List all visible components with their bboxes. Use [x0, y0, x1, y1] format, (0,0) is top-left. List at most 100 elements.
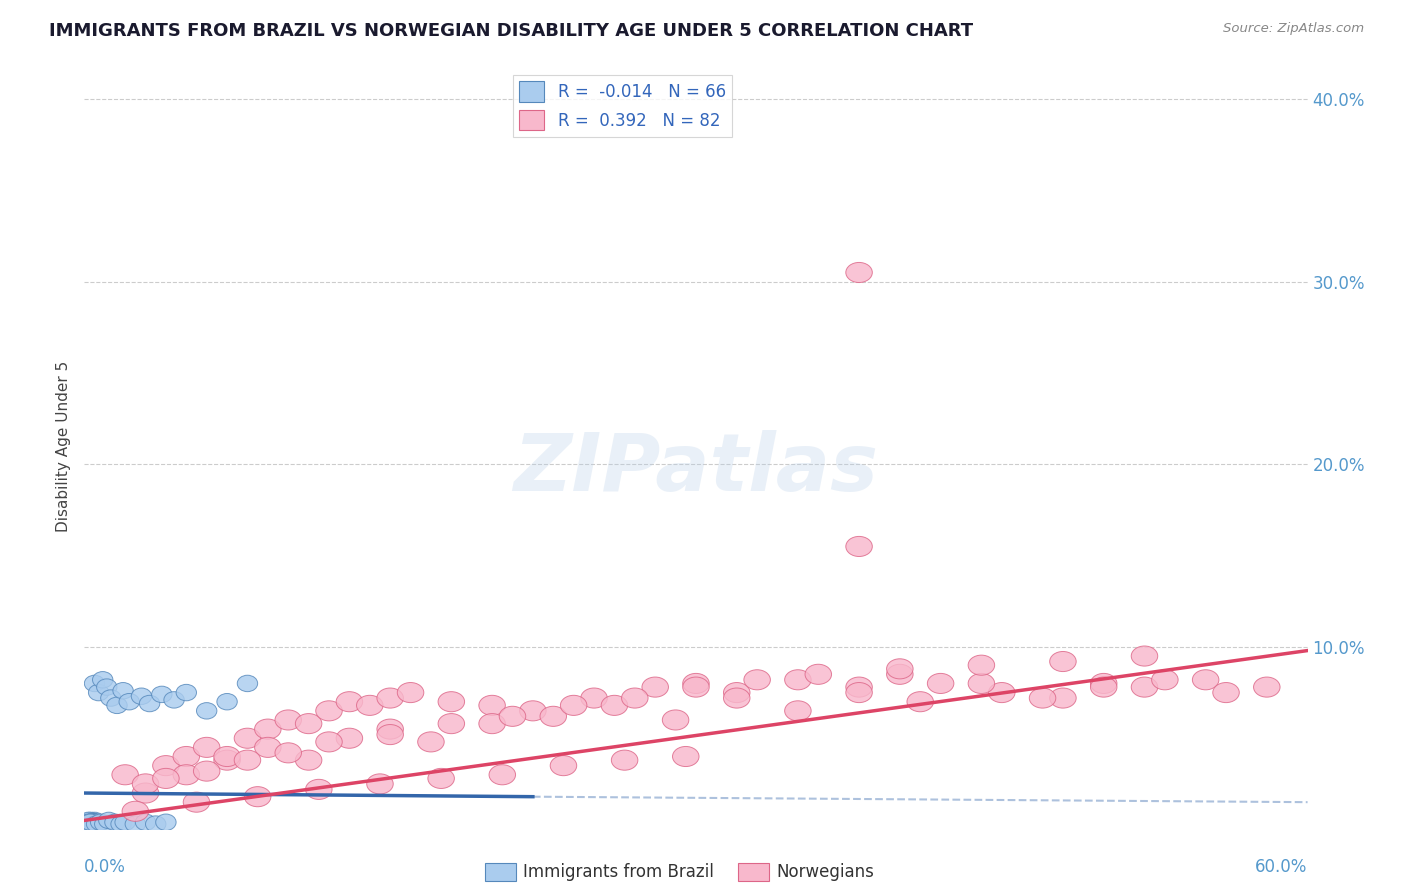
- Y-axis label: Disability Age Under 5: Disability Age Under 5: [56, 360, 72, 532]
- Ellipse shape: [846, 677, 872, 698]
- Ellipse shape: [1213, 682, 1239, 703]
- Ellipse shape: [214, 750, 240, 770]
- Ellipse shape: [581, 688, 607, 708]
- Ellipse shape: [427, 768, 454, 789]
- Ellipse shape: [1050, 688, 1076, 708]
- Ellipse shape: [336, 691, 363, 712]
- Ellipse shape: [84, 814, 104, 830]
- Ellipse shape: [254, 719, 281, 739]
- Ellipse shape: [90, 814, 111, 830]
- Ellipse shape: [83, 814, 103, 830]
- Ellipse shape: [120, 693, 139, 710]
- Text: Source: ZipAtlas.com: Source: ZipAtlas.com: [1223, 22, 1364, 36]
- Ellipse shape: [122, 801, 149, 822]
- Ellipse shape: [1152, 670, 1178, 690]
- Ellipse shape: [928, 673, 953, 693]
- Ellipse shape: [101, 690, 121, 706]
- Ellipse shape: [305, 780, 332, 799]
- Ellipse shape: [988, 682, 1015, 703]
- Ellipse shape: [602, 696, 627, 715]
- Ellipse shape: [93, 672, 112, 688]
- Ellipse shape: [1091, 673, 1116, 693]
- Ellipse shape: [561, 696, 586, 715]
- Ellipse shape: [79, 816, 98, 832]
- Ellipse shape: [214, 747, 240, 766]
- Ellipse shape: [276, 743, 301, 763]
- Ellipse shape: [80, 818, 101, 834]
- Ellipse shape: [276, 710, 301, 730]
- Ellipse shape: [662, 710, 689, 730]
- Ellipse shape: [183, 792, 209, 813]
- Ellipse shape: [683, 677, 709, 698]
- Ellipse shape: [84, 816, 104, 832]
- Ellipse shape: [86, 816, 107, 832]
- Ellipse shape: [105, 814, 125, 830]
- Ellipse shape: [238, 675, 257, 691]
- Ellipse shape: [83, 816, 103, 832]
- Ellipse shape: [80, 814, 101, 830]
- Ellipse shape: [111, 816, 131, 832]
- Ellipse shape: [80, 816, 101, 832]
- Ellipse shape: [173, 764, 200, 785]
- Ellipse shape: [80, 818, 101, 834]
- Ellipse shape: [377, 724, 404, 745]
- Ellipse shape: [153, 768, 179, 789]
- Ellipse shape: [152, 686, 172, 703]
- Ellipse shape: [612, 750, 638, 770]
- Ellipse shape: [316, 701, 342, 721]
- Ellipse shape: [540, 706, 567, 726]
- Ellipse shape: [83, 814, 103, 830]
- Ellipse shape: [131, 688, 152, 705]
- Ellipse shape: [1254, 677, 1279, 698]
- Ellipse shape: [672, 747, 699, 766]
- Ellipse shape: [295, 714, 322, 733]
- Ellipse shape: [969, 655, 994, 675]
- Ellipse shape: [80, 818, 101, 834]
- Ellipse shape: [744, 670, 770, 690]
- Ellipse shape: [89, 684, 108, 701]
- Ellipse shape: [1132, 646, 1157, 666]
- Legend: R =  -0.014   N = 66, R =  0.392   N = 82: R = -0.014 N = 66, R = 0.392 N = 82: [513, 75, 733, 137]
- Ellipse shape: [83, 816, 103, 832]
- Ellipse shape: [79, 816, 98, 832]
- Ellipse shape: [83, 816, 103, 832]
- Ellipse shape: [520, 701, 546, 721]
- Ellipse shape: [80, 814, 101, 830]
- Ellipse shape: [217, 693, 238, 710]
- Ellipse shape: [112, 764, 138, 785]
- Ellipse shape: [97, 679, 117, 696]
- Text: 60.0%: 60.0%: [1256, 858, 1308, 876]
- Ellipse shape: [132, 783, 159, 803]
- Ellipse shape: [83, 816, 103, 832]
- Ellipse shape: [86, 816, 107, 832]
- Ellipse shape: [194, 738, 219, 757]
- Ellipse shape: [80, 814, 101, 830]
- Ellipse shape: [98, 813, 120, 829]
- Ellipse shape: [479, 714, 505, 733]
- Ellipse shape: [907, 691, 934, 712]
- Ellipse shape: [132, 774, 159, 794]
- Ellipse shape: [94, 816, 115, 832]
- Ellipse shape: [887, 659, 912, 679]
- Ellipse shape: [846, 262, 872, 283]
- Ellipse shape: [84, 816, 104, 832]
- Ellipse shape: [83, 818, 103, 834]
- Ellipse shape: [398, 682, 423, 703]
- Ellipse shape: [107, 698, 127, 714]
- Ellipse shape: [418, 731, 444, 752]
- Ellipse shape: [156, 814, 176, 830]
- Ellipse shape: [80, 818, 101, 834]
- Ellipse shape: [846, 682, 872, 703]
- Ellipse shape: [86, 814, 107, 830]
- Ellipse shape: [84, 814, 104, 830]
- Ellipse shape: [125, 816, 146, 832]
- Ellipse shape: [550, 756, 576, 776]
- Ellipse shape: [785, 701, 811, 721]
- Ellipse shape: [235, 750, 260, 770]
- Ellipse shape: [377, 719, 404, 739]
- Text: Immigrants from Brazil: Immigrants from Brazil: [523, 863, 714, 881]
- Ellipse shape: [357, 696, 382, 715]
- Ellipse shape: [79, 814, 98, 830]
- Ellipse shape: [683, 673, 709, 693]
- Ellipse shape: [84, 816, 104, 832]
